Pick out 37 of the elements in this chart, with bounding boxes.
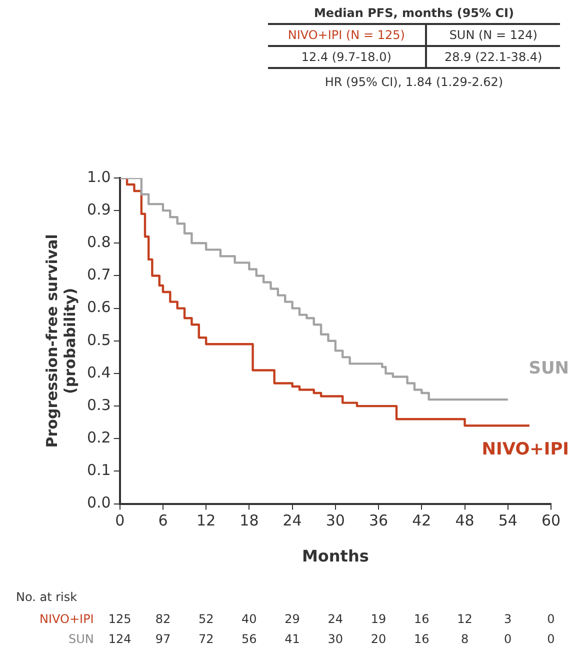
x-tick-label: 18 [240,512,259,530]
x-tick-label: 24 [282,512,302,530]
y-tick-label: 0.2 [86,428,111,447]
x-tick-label: 48 [455,512,474,530]
text: 124 97 72 56 41 30 20 16 8 0 0 [108,632,555,646]
x-tick-label: 0 [115,512,125,530]
text: SUN (N = 124) [448,27,538,44]
text: Median PFS, months (95% CI) [312,6,515,22]
text: 12.4 (9.7-18.0) [268,46,426,68]
series-label: NIVO+IPI [482,440,569,460]
x-tick-label: 36 [368,512,388,530]
y-tick-label: 1.0 [86,168,111,186]
x-tick-label: 54 [498,512,518,530]
y-tick-label: 0.8 [86,233,111,252]
x-tick-label: 42 [412,512,432,530]
text: NIVO+IPI [38,612,94,626]
x-tick-label: 6 [158,512,168,530]
text: SUN [67,632,94,646]
y-tick-label: 0.9 [86,200,111,218]
x-tick-label: 30 [326,512,345,530]
y-tick-label: 0.0 [86,494,111,512]
text: 125 82 52 40 29 24 19 16 12 3 0 [108,612,555,626]
y-tick-label: 0.3 [86,396,111,414]
y-tick-label: 0.6 [86,298,111,316]
y-tick-label: 0.4 [86,363,111,382]
y-tick-label: 0.1 [86,461,111,480]
text: NIVO+IPI (N = 125) [268,24,426,46]
x-tick-label: 60 [541,512,561,530]
series-label: SUN [528,358,569,378]
text: 28.9 (22.1-38.4) [444,49,544,66]
x-tick-label: 12 [196,512,216,530]
text: HR (95% CI), 1.84 (1.29-2.62) [324,74,504,89]
y-tick-label: 0.5 [86,330,111,349]
y-tick-label: 0.7 [86,266,111,284]
text: No. at risk [16,590,78,604]
y-axis-title: Progression-free survival (probability) [42,234,79,448]
x-axis-title: Months [302,546,369,566]
